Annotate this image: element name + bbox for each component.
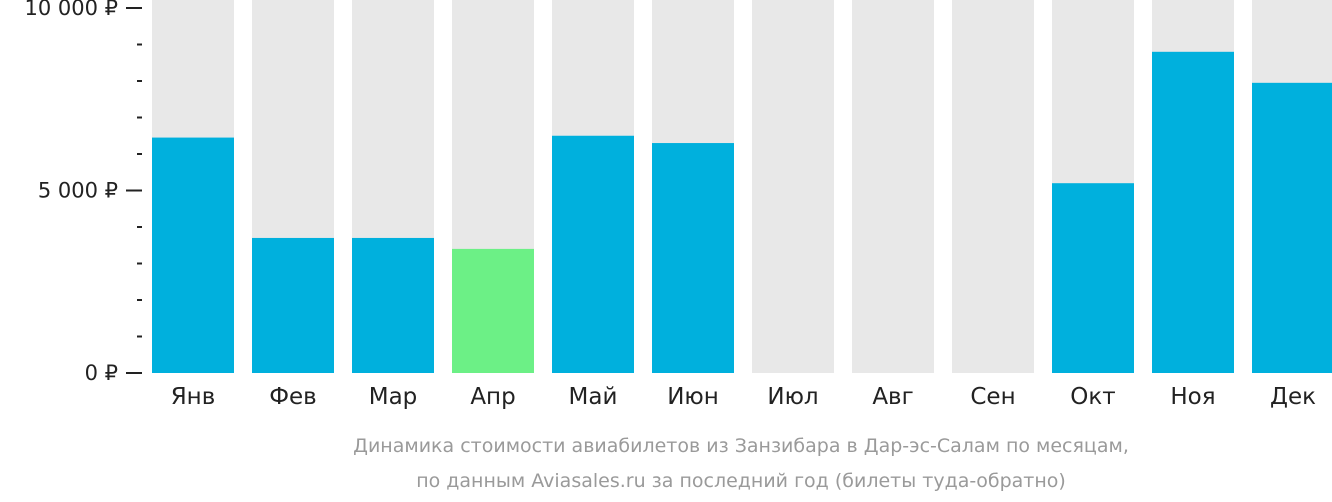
x-tick-label-11: Ноя (1170, 384, 1215, 410)
bar-05[interactable] (552, 135, 634, 373)
value-bars (152, 51, 1332, 374)
x-tick-label-01: Янв (171, 384, 216, 410)
x-tick-label-09: Сен (970, 384, 1015, 410)
bar-04[interactable] (452, 248, 534, 373)
bar-02[interactable] (252, 237, 334, 373)
x-axis: Янв Фев Мар Апр Май Июн Июл Авг Сен Окт Ноя Дек (171, 384, 1316, 410)
chart-caption-line-1: Динамика стоимости авиабилетов из Занзиб… (353, 435, 1129, 457)
y-tick-label: 10 000 ₽ (24, 0, 118, 20)
x-tick-label-03: Мар (369, 384, 418, 410)
bar-11[interactable] (1152, 51, 1234, 374)
chart-caption-line-2: по данным Aviasales.ru за последний год … (416, 470, 1066, 492)
bar-03[interactable] (352, 237, 434, 373)
x-tick-label-05: Май (569, 384, 618, 410)
bar-background-07 (752, 0, 834, 373)
y-axis: 0 ₽ 5 000 ₽ 10 000 ₽ (24, 0, 142, 385)
x-tick-label-07: Июл (767, 384, 818, 410)
x-tick-label-12: Дек (1270, 384, 1316, 410)
x-tick-label-02: Фев (269, 384, 317, 410)
bar-12[interactable] (1252, 82, 1332, 373)
bar-01[interactable] (152, 137, 234, 373)
bar-06[interactable] (652, 143, 734, 373)
x-tick-label-04: Апр (470, 384, 515, 410)
x-tick-label-06: Июн (667, 384, 719, 410)
x-tick-label-10: Окт (1070, 384, 1115, 410)
bar-10[interactable] (1052, 183, 1134, 373)
bar-background-09 (952, 0, 1034, 373)
y-tick-label: 5 000 ₽ (38, 179, 118, 203)
x-tick-label-08: Авг (872, 384, 913, 410)
y-tick-label: 0 ₽ (85, 361, 118, 385)
bar-background-08 (852, 0, 934, 373)
